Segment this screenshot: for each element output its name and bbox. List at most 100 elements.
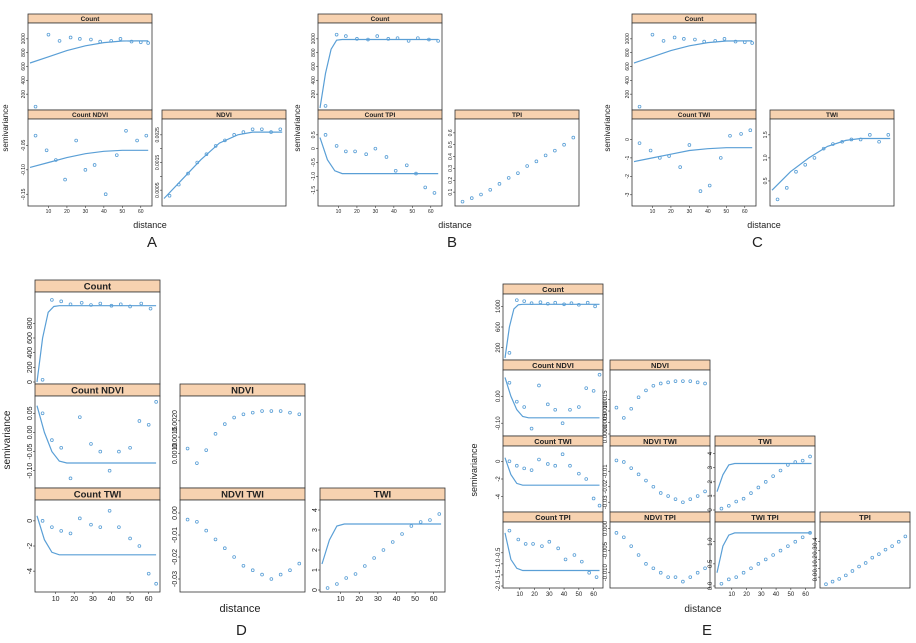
data-point [560,452,565,457]
data-point [733,39,738,44]
y-tick-label: 0.00 [496,390,502,402]
data-point [436,39,440,43]
panel: TWI 0 1 2 3 4 10 20 30 40 50 60 [312,487,446,603]
data-point [297,561,302,566]
data-point [672,35,677,40]
data-point [109,303,114,308]
data-point [877,552,881,556]
data-point [250,410,255,415]
panel-title: TPI [859,513,871,522]
panel-frame [502,369,604,437]
data-point [703,566,707,571]
data-point [763,480,768,484]
y-tick-label: 400 [27,347,34,359]
data-point [591,496,596,501]
data-point [858,137,863,142]
data-point [395,36,400,40]
data-point [695,570,700,575]
y-tick-label: -1 [625,155,631,160]
data-point [522,466,526,471]
panel: Count 200 400 600 800 1000 [21,13,153,111]
data-point [507,380,512,385]
data-point [288,410,292,415]
figure-letter-e: E [702,622,713,639]
y-tick-label: 600 [496,321,502,332]
panel: TWI TPI 0.0 0.5 1.0 10 20 30 40 50 60 [708,511,816,598]
y-tick-label: 0.0005 [603,413,609,432]
data-point [98,301,103,306]
y-tick-label: 1000 [496,299,502,313]
data-point [673,379,678,383]
y-tick-label: 0.0 [813,572,819,581]
data-point [784,186,789,190]
panel-frame [319,499,446,593]
data-point [531,542,535,546]
x-axis-label: distance [133,220,167,230]
data-point [727,577,731,582]
data-point [673,575,678,579]
y-tick-label: -0.05 [21,139,27,151]
data-point [687,143,692,147]
data-point [154,400,158,404]
y-tick-label: -0.10 [21,164,27,176]
panel-frame [609,521,711,589]
y-tick-label: -0.005 [603,541,609,559]
data-point [540,544,544,548]
data-point [223,546,227,550]
y-tick-label: -0.01 [172,527,179,543]
y-tick-label: -0.03 [603,495,609,509]
data-point [651,484,656,489]
data-point [681,579,685,584]
y-tick-label: 0.0010 [172,443,179,465]
model-curve [633,147,753,163]
figure-letter-d: D [236,622,247,639]
x-tick-label: 30 [758,592,765,598]
figure-letter-b: B [447,234,458,251]
data-point [507,459,512,464]
model-curve [504,377,600,419]
data-point [50,525,54,529]
data-point [515,298,519,302]
y-tick-label: 400 [21,76,27,85]
model-curve [36,515,157,556]
data-point [577,302,581,307]
data-point [622,460,626,464]
y-axis-label: semivariance [603,104,612,152]
y-tick-label: 800 [21,48,27,57]
data-point [644,388,648,393]
figure-letter-c: C [752,234,763,251]
data-point [89,522,93,527]
data-point [778,548,783,553]
data-point [695,494,700,498]
y-axis-label: semivariance [1,104,10,152]
data-point [719,506,724,511]
data-point [572,553,577,557]
y-tick-label: 200 [27,361,34,373]
panel: Count 200 400 600 800 1000 [625,13,757,111]
data-point [117,525,121,529]
y-tick-label: 200 [311,90,317,99]
data-point [749,566,753,571]
x-tick-label: 20 [354,209,360,215]
x-tick-label: 20 [70,596,78,603]
panel-frame [769,118,895,207]
data-point [658,491,663,495]
data-point [148,306,153,311]
data-point [288,568,292,572]
y-tick-label: 1000 [21,33,27,44]
x-tick-label: 30 [687,209,693,215]
panel-frame [502,445,604,513]
data-point [144,133,149,138]
x-tick-label: 50 [120,209,126,215]
data-point [390,540,395,544]
data-point [68,302,73,307]
data-point [418,520,423,524]
data-point [384,155,389,159]
y-tick-label: 0.3 [813,546,819,555]
data-point [824,582,828,587]
data-point [137,419,142,423]
model-curve [321,523,442,565]
data-point [506,176,511,180]
y-tick-label: 0 [625,138,631,141]
